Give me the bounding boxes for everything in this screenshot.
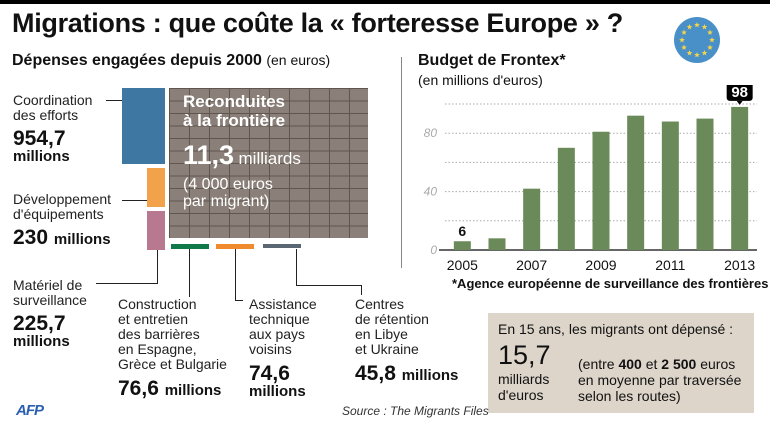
connector-detention-v1 (296, 249, 297, 285)
bar-2011 (661, 121, 679, 250)
block-barriers (171, 244, 209, 249)
chart-footnote: *Agence européenne de surveillance des f… (452, 276, 769, 291)
connector-barriers (189, 249, 190, 297)
eu-star-icon (681, 44, 687, 50)
connector-coordination (106, 100, 122, 101)
x-tick-label: 2011 (655, 257, 685, 273)
item-surveillance: Matériel de surveillance 225,7 millions (13, 277, 87, 350)
block-wall-returns (169, 88, 368, 238)
bar-2005 (453, 241, 471, 250)
connector-surveillance-v (157, 250, 158, 283)
bar-2013 (731, 106, 749, 250)
expenses-heading: Dépenses engagées depuis 2000 (en euros) (12, 52, 331, 69)
item-coordination: Coordination des efforts 954,7 millions (13, 92, 93, 165)
block-detention (263, 244, 301, 248)
wall-value: 11,3 milliards (183, 140, 301, 170)
item-equipment: Développement d'équipements 230 millions (13, 191, 112, 249)
block-coordination (122, 88, 165, 164)
eu-flag-icon (674, 17, 720, 63)
eu-star-icon (679, 37, 685, 43)
data-label-2013: 98 (731, 85, 748, 101)
eu-star-icon (681, 29, 687, 35)
block-surveillance (147, 211, 165, 250)
connector-assistance-h (235, 300, 243, 301)
x-tick-label: 2009 (585, 257, 616, 273)
bar-2012 (696, 118, 714, 250)
connector-surveillance-h (96, 283, 158, 284)
bar-2006 (488, 238, 506, 250)
x-tick-label: 2007 (516, 257, 547, 273)
eu-star-icon (707, 29, 713, 35)
annotation-pointer (736, 100, 743, 105)
page-title: Migrations : que coûte la « forteresse E… (12, 8, 623, 38)
chart-title: Budget de Frontex* (418, 52, 566, 69)
section-divider (401, 57, 402, 268)
connector-detention-v2 (361, 285, 362, 295)
migrants-spending-box: En 15 ans, les migrants ont dépensé : 15… (488, 313, 754, 413)
item-assistance: Assistance technique aux pays voisins 74… (249, 296, 317, 400)
eu-star-icon (694, 52, 700, 58)
bar-2008 (557, 147, 575, 250)
bar-2009 (592, 131, 610, 250)
y-tick-label: 80 (424, 126, 438, 140)
frontex-bar-chart: 0 40 80 2005 2007 2009 2011 2013 6 98 (424, 85, 757, 273)
info-detail: (entre 400 et 2 500 euros en moyenne par… (578, 356, 742, 404)
x-tick-label: 2013 (724, 257, 755, 273)
bar-2010 (627, 115, 645, 251)
eu-star-icon (707, 44, 713, 50)
connector-equipment (122, 200, 147, 201)
afp-logo: AFP (16, 402, 44, 419)
y-tick-label: 0 (430, 243, 437, 257)
x-tick-label: 2005 (447, 257, 478, 273)
chart-subtitle: (en millions d'euros) (418, 72, 543, 88)
connector-detention-h (296, 285, 361, 286)
data-label-2005: 6 (458, 223, 466, 239)
top-bar (0, 0, 770, 4)
eu-star-icon (709, 37, 715, 43)
info-value: 15,7 (498, 340, 551, 370)
info-heading: En 15 ans, les migrants ont dépensé : (498, 321, 734, 337)
eu-star-icon (701, 49, 708, 56)
source-credit: Source : The Migrants Files (342, 404, 489, 418)
item-barriers: Construction et entretien des barrières … (118, 296, 227, 400)
connector-assistance-v (235, 249, 236, 300)
eu-star-icon (686, 24, 693, 30)
y-tick-label: 40 (424, 185, 438, 199)
block-assistance (216, 244, 254, 249)
eu-star-icon (686, 49, 693, 56)
block-equipment (147, 168, 165, 207)
eu-star-icon (701, 24, 708, 30)
wall-label: Reconduites à la frontière (183, 92, 286, 130)
info-unit: milliards d'euros (498, 371, 550, 403)
bar-2007 (523, 188, 541, 250)
item-detention: Centres de rétention en Libye et Ukraine… (355, 296, 459, 385)
wall-note: (4 000 euros par migrant) (183, 176, 273, 210)
annotation-bubble (726, 85, 753, 101)
eu-star-icon (694, 22, 700, 28)
